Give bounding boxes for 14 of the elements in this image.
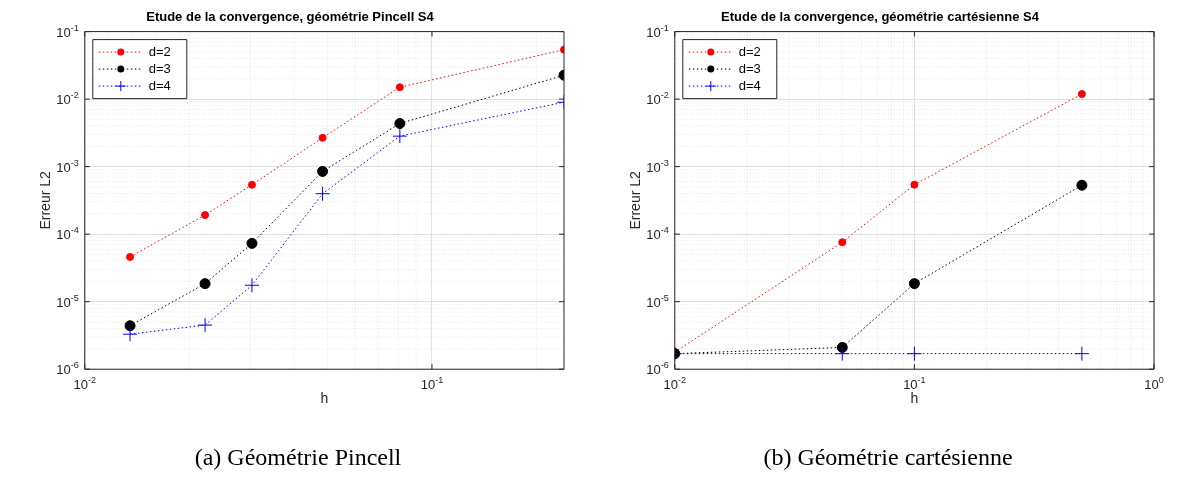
- x-axis-title: h: [910, 390, 919, 407]
- text: (b) Géométrie cartésienne: [762, 444, 1014, 471]
- legend-label: d=4: [148, 77, 171, 93]
- x-axis-title: h: [320, 390, 329, 407]
- legend-label: d=3: [148, 60, 171, 76]
- legend-label: d=2: [738, 43, 761, 59]
- y-axis-title: Erreur L2: [627, 171, 644, 230]
- y-axis-title: Erreur L2: [37, 171, 54, 230]
- legend-label: d=3: [738, 60, 761, 76]
- legend-label: d=2: [148, 43, 171, 59]
- chart-title: Etude de la convergence, géométrie cartésienne S4: [721, 9, 1040, 25]
- legend-label: d=4: [738, 77, 761, 93]
- chart-title: Etude de la convergence, géométrie Pincell S4: [146, 9, 435, 25]
- text: (a) Géométrie Pincell: [193, 444, 403, 471]
